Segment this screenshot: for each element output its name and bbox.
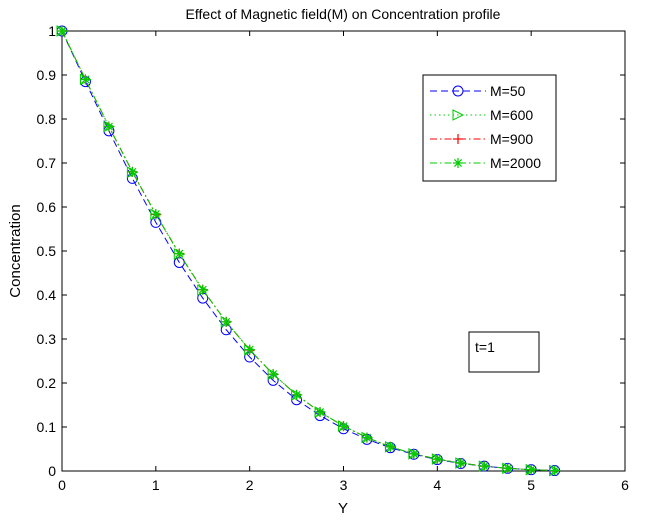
chart-title: Effect of Magnetic field(M) on Concentra… [186,6,501,22]
data-point [408,448,419,459]
series-line [61,30,555,472]
y-tick-label: 0.1 [37,419,57,435]
y-tick-label: 0 [48,463,56,479]
data-point [432,454,443,465]
data-point [80,74,91,85]
x-tick-label: 5 [527,477,535,493]
data-point [174,248,185,259]
data-point [479,461,490,472]
x-tick-label: 4 [433,477,441,493]
data-point [502,463,513,474]
data-point [57,26,67,36]
data-point [103,121,114,132]
data-point [315,407,326,418]
x-tick-label: 2 [246,477,254,493]
x-tick-label: 3 [340,477,348,493]
y-tick-label: 0.3 [37,331,57,347]
data-point [526,464,537,475]
legend-label: M=2000 [490,155,541,171]
legend-marker [453,158,463,168]
x-tick-label: 6 [621,477,629,493]
annotation-box: t=1 [468,331,540,373]
data-point [197,284,208,295]
data-point [291,389,302,400]
legend-entry: M=900 [430,131,533,147]
y-tick-label: 0.5 [37,243,57,259]
y-tick-label: 0.7 [37,155,57,171]
legend-marker [452,109,465,121]
x-axis-label: Y [338,500,348,517]
data-point [221,316,232,327]
data-point [244,344,255,355]
y-tick-label: 0.8 [37,111,57,127]
legend-label: M=600 [490,107,533,123]
legend-marker [452,85,464,97]
legend: M=50 M=600 M=900 M=2000 [422,74,557,182]
data-series [56,25,561,477]
y-tick-label: 0.6 [37,199,57,215]
y-axis-label: Concentration [7,204,24,297]
y-tick-label: 1 [48,23,56,39]
legend-marker [453,134,463,144]
legend-entry: M=600 [430,107,533,123]
data-point [150,209,161,220]
annotation-frame [468,331,540,373]
legend-box [422,74,557,182]
y-tick-label: 0.2 [37,375,57,391]
legend-label: M=900 [490,131,533,147]
data-point [338,421,349,432]
legend-entry: M=2000 [430,155,541,171]
axis-ticks: 0 1 2 3 4 5 6 0 0.1 0.2 0.3 0.4 0.5 0.6 0.7 0.8 0.9 1 [37,23,630,493]
x-tick-label: 0 [58,477,66,493]
legend-label: M=50 [490,83,526,99]
data-point [127,166,138,177]
data-point [385,441,396,452]
data-point [268,369,279,380]
series-M=2000 [57,26,560,476]
legend-entry: M=50 [430,83,526,99]
y-tick-label: 0.9 [37,67,57,83]
data-point [455,458,466,469]
y-tick-label: 0.4 [37,287,57,303]
data-point [361,432,372,443]
data-point [549,465,560,476]
annotation-label: t=1 [475,339,495,355]
x-tick-label: 1 [152,477,160,493]
